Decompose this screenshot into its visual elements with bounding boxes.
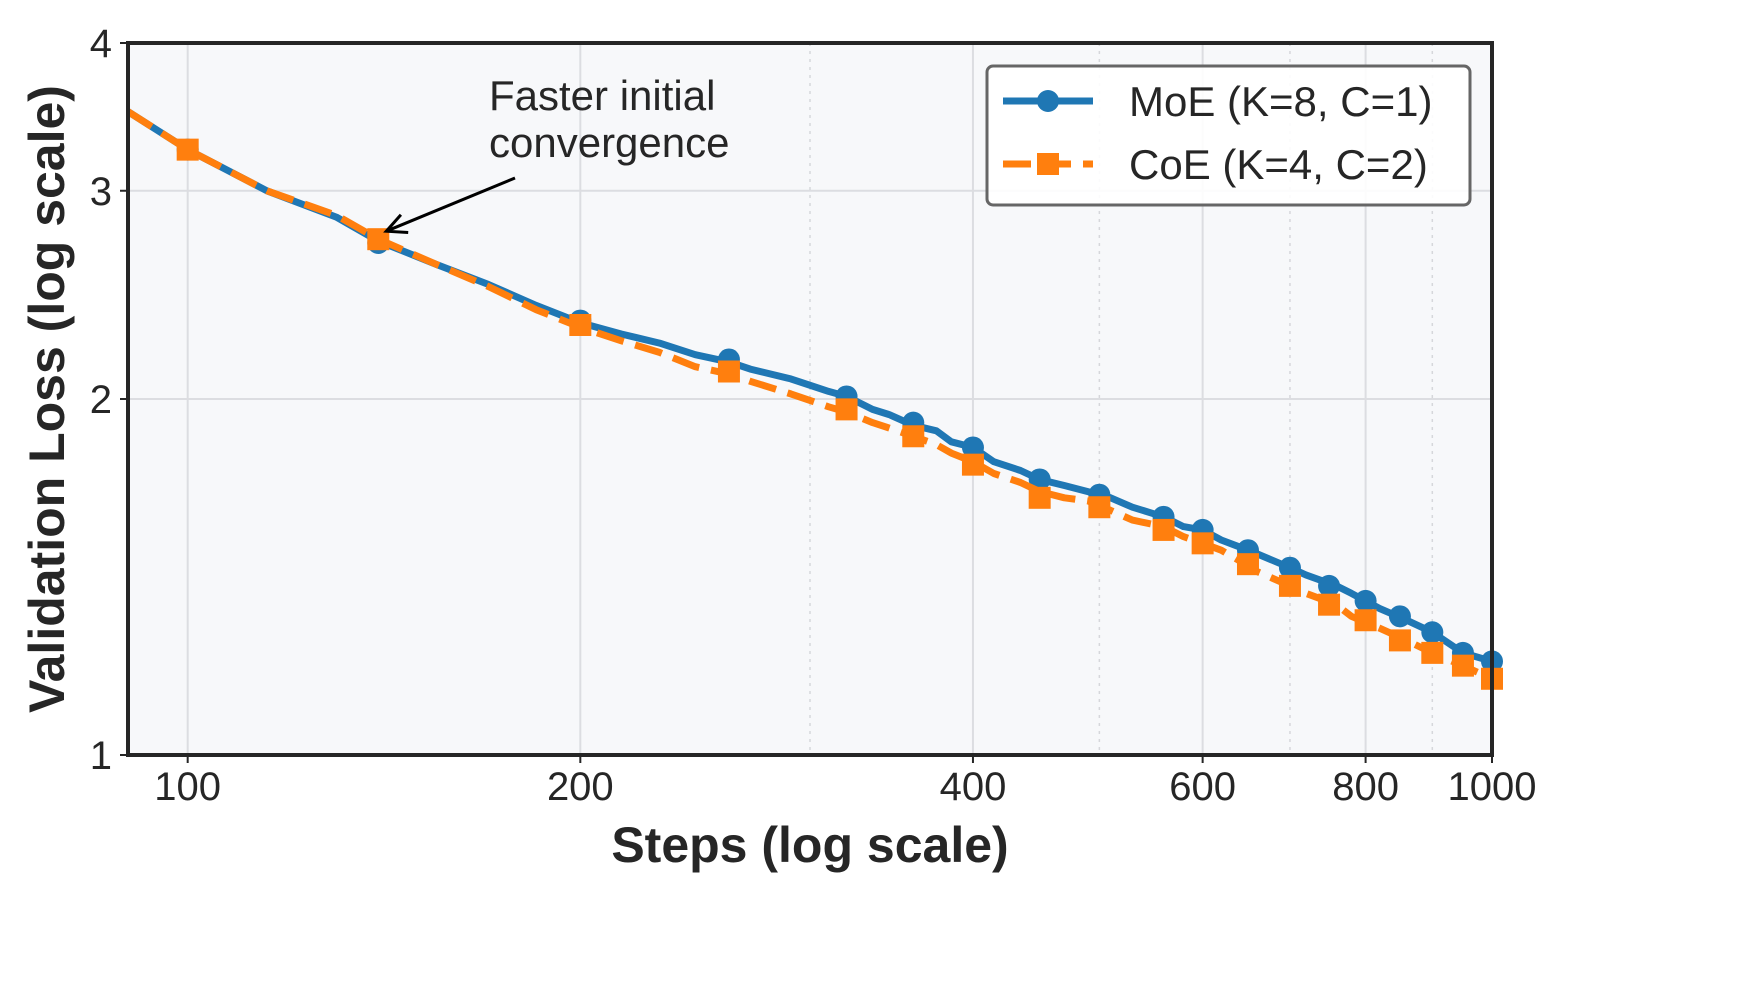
- series-0-point-12: [1278, 556, 1301, 579]
- series-layer: [126, 108, 1503, 690]
- series-1-point-14: [1354, 609, 1377, 632]
- y-tick-label-3: 4: [90, 22, 112, 66]
- legend-entry-coe: CoE (K=4, C=2): [1129, 141, 1428, 188]
- x-tick-label-0: 100: [154, 765, 221, 809]
- series-0-point-14: [1354, 589, 1377, 612]
- series-1-point-7: [1028, 486, 1051, 509]
- series-1-point-3: [717, 360, 740, 383]
- x-tick-label-3: 600: [1169, 765, 1236, 809]
- series-1-point-17: [1451, 654, 1474, 677]
- series-0-point-15: [1388, 605, 1411, 628]
- series-1-point-9: [1152, 518, 1175, 541]
- annotation-line-1: Faster initial: [489, 72, 715, 119]
- ticks: 100 200 400 600 800 1000 1 2 3 4: [90, 22, 1537, 809]
- y-tick-label-2: 3: [90, 170, 112, 214]
- series-1-point-11: [1236, 553, 1259, 576]
- series-0-point-13: [1318, 574, 1341, 597]
- series-1-point-6: [961, 453, 984, 476]
- x-axis-title: Steps (log scale): [611, 817, 1008, 873]
- series-1-point-16: [1421, 641, 1444, 664]
- x-tick-label-2: 400: [940, 765, 1007, 809]
- series-1-point-10: [1191, 532, 1214, 555]
- series-1-point-12: [1278, 574, 1301, 597]
- legend-entry-moe: MoE (K=8, C=1): [1129, 78, 1432, 125]
- annotation-arrow-head: [383, 213, 409, 234]
- x-tick-label-4: 800: [1332, 765, 1399, 809]
- legend-marker-coe: [1037, 153, 1059, 175]
- annotation: Faster initial convergence: [383, 72, 730, 234]
- series-1-point-0: [176, 138, 199, 161]
- annotation-arrow: [385, 176, 516, 233]
- series-1-point-8: [1088, 496, 1111, 519]
- series-1-point-4: [835, 398, 858, 421]
- legend: MoE (K=8, C=1) CoE (K=4, C=2): [985, 64, 1472, 207]
- series-1-point-2: [569, 313, 592, 336]
- series-1-point-13: [1318, 593, 1341, 616]
- series-1-point-5: [902, 425, 925, 448]
- series-0-point-7: [1028, 468, 1051, 491]
- legend-marker-moe: [1037, 90, 1059, 112]
- y-tick-label-1: 2: [90, 378, 112, 422]
- series-1-point-1: [367, 228, 390, 251]
- series-1-point-15: [1388, 629, 1411, 652]
- series-0-point-16: [1421, 621, 1444, 644]
- y-tick-label-0: 1: [90, 734, 112, 778]
- legend-box: [985, 64, 1472, 207]
- x-tick-label-5: 1000: [1448, 765, 1537, 809]
- annotation-line-2: convergence: [489, 119, 730, 166]
- y-axis-title: Validation Loss (log scale): [19, 85, 75, 713]
- series-0-point-6: [961, 436, 984, 459]
- x-tick-label-1: 200: [547, 765, 614, 809]
